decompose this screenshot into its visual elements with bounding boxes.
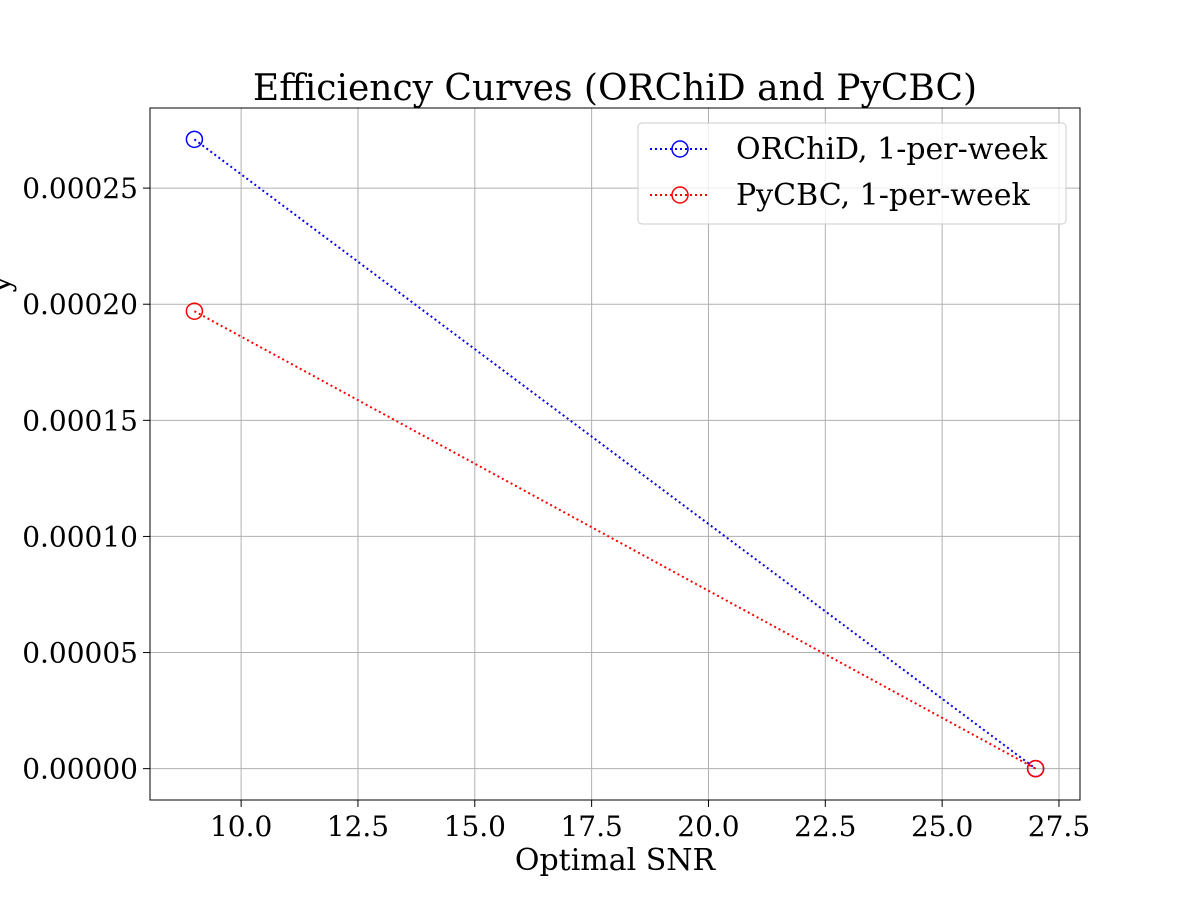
series-line xyxy=(193,138,1037,770)
data-point xyxy=(1026,759,1045,778)
x-tick-label: 25.0 xyxy=(911,810,973,843)
data-point xyxy=(185,130,204,149)
x-tick-label: 27.5 xyxy=(1028,810,1090,843)
legend-frame xyxy=(637,122,1067,225)
y-tick-label: 0.00020 xyxy=(22,288,138,321)
y-tick-label: 0.00005 xyxy=(22,637,138,670)
y-axis-label: y xyxy=(0,275,18,293)
y-tick-label: 0.00025 xyxy=(22,172,138,205)
x-tick-label: 12.5 xyxy=(327,810,389,843)
x-tick-label: 10.0 xyxy=(210,810,272,843)
series xyxy=(185,302,1045,778)
data-point xyxy=(185,302,204,320)
x-axis-label: Optimal SNR xyxy=(515,843,717,878)
y-tick-label: 0.00015 xyxy=(22,404,138,437)
legend: ORChiD, 1-per-week PyCBC, 1-per-week xyxy=(637,122,1067,225)
y-tick-label: 0.00010 xyxy=(22,520,138,553)
x-tick-label: 15.0 xyxy=(444,810,506,843)
chart-title: Efficiency Curves (ORChiD and PyCBC) xyxy=(253,68,977,109)
legend-entry: PyCBC, 1-per-week xyxy=(650,178,1030,213)
legend-entry: ORChiD, 1-per-week xyxy=(650,132,1048,167)
x-tick-label: 22.5 xyxy=(794,810,856,843)
x-tick-label: 17.5 xyxy=(560,810,622,843)
legend-marker xyxy=(671,186,689,204)
y-tick-label: 0.00000 xyxy=(22,753,138,786)
series-layer xyxy=(185,130,1045,778)
legend-marker xyxy=(671,140,689,158)
x-axis-ticks: 10.0 12.5 15.0 17.5 20.0 22.5 25.0 27.5 xyxy=(210,800,1090,843)
y-axis-ticks: 0.00000 0.00005 0.00010 0.00015 0.00020 0.000… xyxy=(22,172,150,786)
legend-label: ORChiD, 1-per-week xyxy=(736,132,1048,167)
plot-frame xyxy=(149,107,1081,801)
legend-label: PyCBC, 1-per-week xyxy=(736,178,1030,213)
x-tick-label: 20.0 xyxy=(677,810,739,843)
